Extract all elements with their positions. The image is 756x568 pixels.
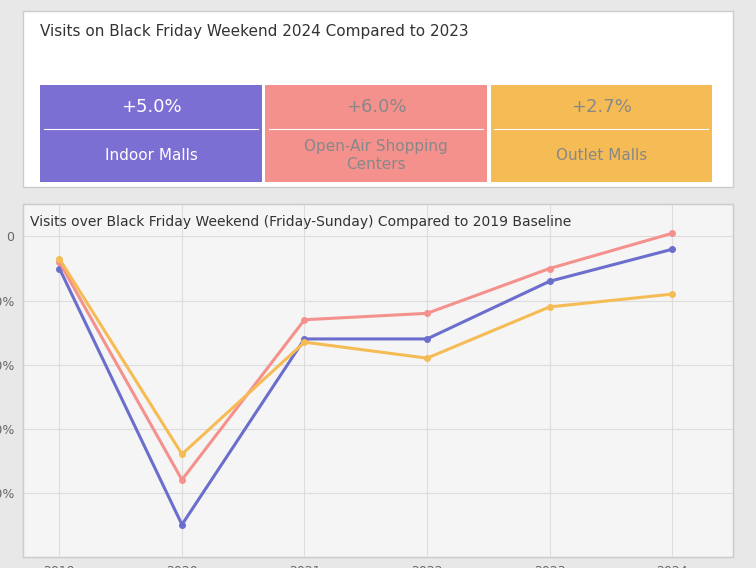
Text: +6.0%: +6.0% (346, 98, 407, 116)
Text: Outlet Malls: Outlet Malls (556, 148, 647, 163)
Text: +2.7%: +2.7% (571, 98, 632, 116)
FancyBboxPatch shape (40, 129, 262, 182)
FancyBboxPatch shape (40, 85, 262, 129)
FancyBboxPatch shape (23, 204, 733, 557)
Text: Visits over Black Friday Weekend (Friday-Sunday) Compared to 2019 Baseline: Visits over Black Friday Weekend (Friday… (29, 215, 571, 229)
Text: Indoor Malls: Indoor Malls (105, 148, 197, 163)
FancyBboxPatch shape (491, 85, 712, 129)
Text: Visits on Black Friday Weekend 2024 Compared to 2023: Visits on Black Friday Weekend 2024 Comp… (40, 24, 469, 39)
FancyBboxPatch shape (23, 11, 733, 187)
FancyBboxPatch shape (491, 129, 712, 182)
Text: +5.0%: +5.0% (121, 98, 181, 116)
FancyBboxPatch shape (265, 85, 487, 129)
FancyBboxPatch shape (265, 129, 487, 182)
Text: Open-Air Shopping
Centers: Open-Air Shopping Centers (305, 139, 448, 172)
